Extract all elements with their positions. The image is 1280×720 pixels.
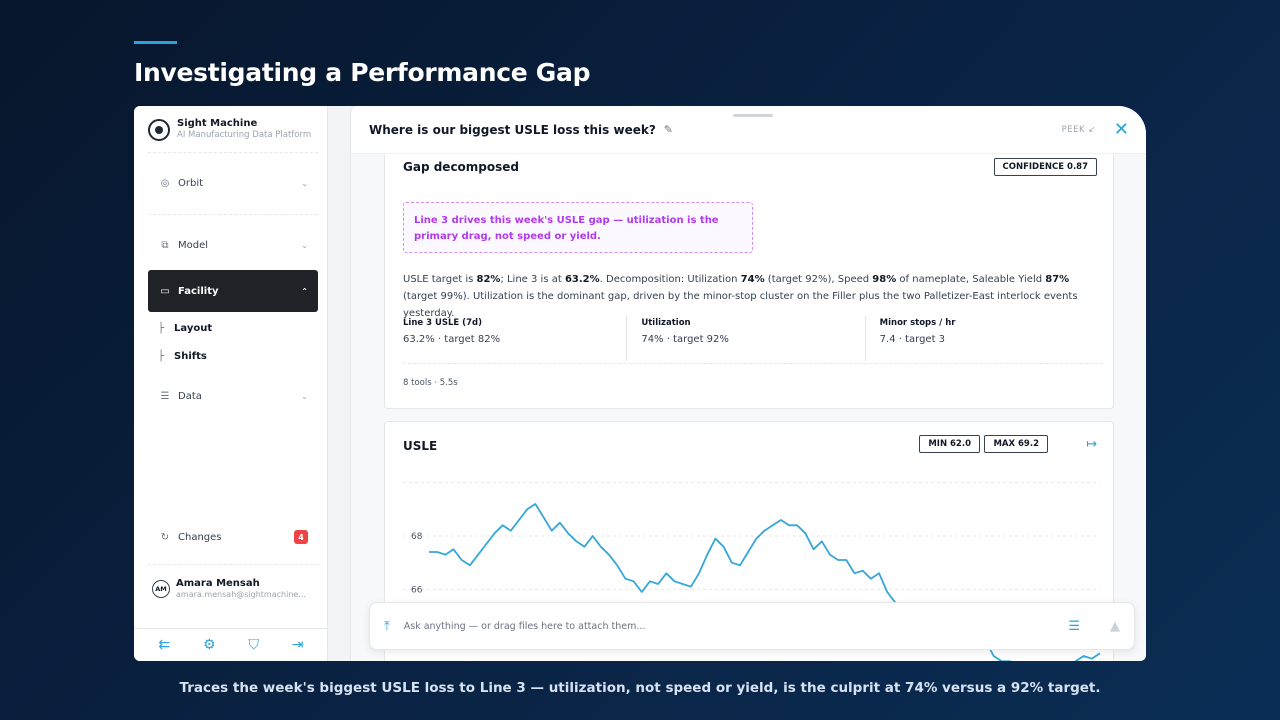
- sidebar-item-orbit[interactable]: ◎ Orbit ⌄: [148, 168, 318, 198]
- sidebar-item-label: Data: [178, 390, 202, 402]
- chat-panel: Where is our biggest USLE loss this week…: [350, 106, 1146, 661]
- slide-caption: Traces the week's biggest USLE loss to L…: [179, 680, 1101, 696]
- sidebar-item-facility[interactable]: ▭ Facility ⌃: [148, 270, 318, 312]
- data-icon: ☰: [160, 390, 170, 402]
- metric-line3-usle: Line 3 USLE (7d) 63.2% · target 82%: [403, 318, 501, 345]
- facility-icon: ▭: [160, 285, 170, 297]
- message-scroll-area[interactable]: Gap decomposed CONFIDENCE 0.87 Line 3 dr…: [351, 154, 1146, 661]
- user-profile[interactable]: AM Amara Mensah amara.mensah@sightmachin…: [152, 578, 306, 600]
- model-icon: ⧉: [161, 239, 169, 251]
- tools-summary[interactable]: 8 tools · 5.5s: [403, 378, 458, 388]
- settings-gear-icon[interactable]: ⚙: [203, 637, 216, 653]
- sidebar-item-data[interactable]: ☰ Data ⌄: [148, 381, 318, 411]
- sidebar-subitem-label: Layout: [174, 323, 213, 334]
- max-value-badge: MAX 69.2: [984, 435, 1048, 453]
- tree-branch-icon: ├: [158, 351, 165, 362]
- chat-input[interactable]: [403, 620, 1004, 632]
- brand: Sight Machine AI Manufacturing Data Plat…: [148, 118, 311, 141]
- tree-branch-icon: ├: [158, 323, 165, 334]
- user-email: amara.mensah@sightmachine...: [176, 590, 306, 599]
- edit-pencil-icon[interactable]: ✎: [663, 123, 674, 136]
- changes-count-badge: 4: [294, 530, 308, 544]
- upload-icon[interactable]: ⤒: [384, 618, 390, 634]
- app-window: Sight Machine AI Manufacturing Data Plat…: [134, 106, 1146, 661]
- chevron-up-icon: ⌃: [301, 286, 308, 296]
- orbit-icon: ◎: [160, 177, 170, 189]
- chat-composer: ⤒ ☰ ▲: [369, 602, 1135, 650]
- peek-button[interactable]: PEEK ↙: [1061, 124, 1096, 135]
- sidebar-footer: ⇇ ⚙ ⛉ ⇥: [134, 628, 328, 661]
- card-divider: [403, 363, 1103, 364]
- slide-title: Investigating a Performance Gap: [134, 58, 591, 87]
- sidebar-subitem-layout[interactable]: ├ Layout: [158, 323, 212, 334]
- avatar: AM: [152, 580, 170, 598]
- sidebar-item-label: Model: [178, 239, 209, 251]
- chevron-down-icon: ⌄: [301, 178, 308, 188]
- close-icon[interactable]: ✕: [1113, 118, 1129, 140]
- logout-icon[interactable]: ⇥: [291, 637, 304, 653]
- panel-header: Where is our biggest USLE loss this week…: [351, 106, 1146, 154]
- card-title: Gap decomposed: [403, 160, 520, 174]
- min-value-badge: MIN 62.0: [919, 435, 980, 453]
- metric-utilization: Utilization 74% · target 92%: [626, 316, 864, 361]
- sidebar-divider: [148, 152, 318, 153]
- user-name: Amara Mensah: [176, 578, 260, 589]
- sidebar-divider: [148, 564, 318, 565]
- drag-handle[interactable]: [733, 114, 773, 117]
- key-finding-callout: Line 3 drives this week's USLE gap — uti…: [403, 202, 753, 253]
- collapse-sidebar-icon[interactable]: ⇇: [158, 637, 171, 653]
- sidebar-item-model[interactable]: ⧉ Model ⌄: [148, 230, 318, 260]
- confidence-badge: CONFIDENCE 0.87: [993, 158, 1097, 176]
- sidebar-item-changes[interactable]: ↻ Changes 4: [148, 522, 318, 552]
- brand-logo-icon: [148, 118, 170, 141]
- sidebar-divider: [148, 214, 318, 215]
- chevron-down-icon: ⌄: [301, 240, 308, 250]
- sidebar-item-label: Orbit: [178, 177, 204, 189]
- expand-arrow-icon[interactable]: ↦: [1086, 437, 1097, 452]
- metric-minor-stops: Minor stops / hr 7.4 · target 3: [864, 316, 1103, 361]
- card-title: USLE: [403, 439, 438, 453]
- sidebar-subitem-label: Shifts: [174, 351, 207, 362]
- metrics-row: Line 3 USLE (7d) 63.2% · target 82% Util…: [403, 316, 1103, 361]
- analysis-paragraph: USLE target is 82%; Line 3 is at 63.2%. …: [403, 274, 1078, 319]
- y-tick-label: 66: [411, 585, 423, 595]
- title-accent-bar: [134, 41, 177, 44]
- sidebar: Sight Machine AI Manufacturing Data Plat…: [134, 106, 328, 661]
- conversation-title: Where is our biggest USLE loss this week…: [369, 122, 656, 137]
- brand-name: Sight Machine: [177, 118, 258, 129]
- sidebar-item-label: Facility: [178, 285, 219, 297]
- send-rocket-icon[interactable]: ▲: [1110, 618, 1120, 634]
- gap-decomposed-card: Gap decomposed CONFIDENCE 0.87 Line 3 dr…: [384, 154, 1114, 409]
- options-list-icon[interactable]: ☰: [1068, 618, 1080, 634]
- chevron-down-icon: ⌄: [301, 391, 308, 401]
- brand-subtitle: AI Manufacturing Data Platform: [177, 130, 312, 140]
- sidebar-item-label: Changes: [178, 531, 222, 543]
- y-tick-label: 68: [411, 532, 423, 542]
- refresh-icon: ↻: [160, 531, 170, 543]
- sidebar-subitem-shifts[interactable]: ├ Shifts: [158, 351, 207, 362]
- shield-icon[interactable]: ⛉: [248, 637, 259, 653]
